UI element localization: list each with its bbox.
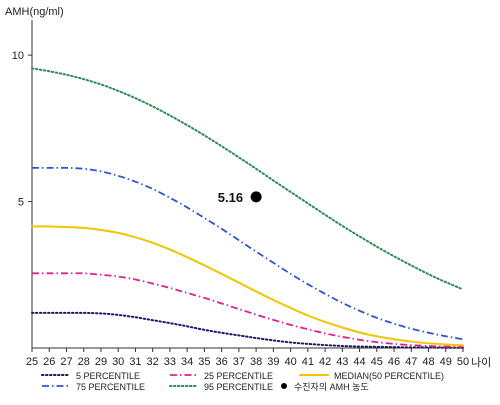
- x-tick-label: 36: [216, 356, 228, 368]
- x-tick-label: 38: [250, 356, 262, 368]
- x-tick-label: 41: [302, 356, 314, 368]
- legend-point-marker: [281, 383, 287, 389]
- y-axis-label: AMH(ng/ml): [5, 6, 64, 18]
- x-tick-label: 31: [129, 356, 141, 368]
- x-tick-label: 30: [112, 356, 124, 368]
- x-tick-label: 50: [457, 356, 469, 368]
- y-tick-label: 5: [18, 197, 24, 209]
- x-tick-label: 48: [422, 356, 434, 368]
- x-tick-label: 32: [147, 356, 159, 368]
- x-tick-label: 34: [181, 356, 193, 368]
- x-tick-label: 26: [43, 356, 55, 368]
- x-tick-label: 46: [388, 356, 400, 368]
- x-tick-label: 44: [353, 356, 365, 368]
- legend-label-p25: 25 PERCENTILE: [204, 371, 273, 381]
- x-tick-label: 35: [198, 356, 210, 368]
- legend-label-p95: 95 PERCENTILE: [204, 382, 273, 392]
- x-tick-label: 29: [95, 356, 107, 368]
- series-line-p95: [31, 67, 464, 291]
- plot-layer: 5 10 25 26 27 28 29 30 31 32 33 34 35 36 37 38 39 40 41 42 4…: [12, 20, 469, 368]
- x-tick-label: 43: [336, 356, 348, 368]
- x-tick-label: 37: [233, 356, 245, 368]
- series-line-p5: [31, 311, 464, 349]
- series-line-p75: [32, 166, 464, 341]
- legend-label-p5: 5 PERCENTILE: [76, 371, 140, 381]
- legend: 5 PERCENTILE 25 PERCENTILE MEDIAN(50 PERCE…: [41, 371, 444, 392]
- legend-label-median: MEDIAN(50 PERCENTILE): [334, 371, 444, 381]
- x-tick-label: 39: [267, 356, 279, 368]
- x-tick-label: 33: [164, 356, 176, 368]
- x-tick-label: 45: [371, 356, 383, 368]
- legend-label-p75: 75 PERCENTILE: [76, 382, 145, 392]
- series-line-median: [31, 225, 464, 347]
- series-line-p25: [31, 272, 464, 348]
- x-tick-label: 28: [78, 356, 90, 368]
- x-tick-label: 49: [440, 356, 452, 368]
- y-tick-label: 10: [12, 50, 24, 62]
- x-tick-label: 47: [405, 356, 417, 368]
- x-tick-label: 27: [60, 356, 72, 368]
- x-tick-label: 40: [284, 356, 296, 368]
- legend-label-point: 수진자의 AMH 농도: [294, 382, 369, 392]
- x-tick-label: 25: [26, 356, 38, 368]
- x-tick-label: 42: [319, 356, 331, 368]
- x-axis-label: 나이: [471, 356, 491, 369]
- patient-amh-point: [250, 191, 262, 203]
- patient-amh-value-label: 5.16: [218, 190, 243, 205]
